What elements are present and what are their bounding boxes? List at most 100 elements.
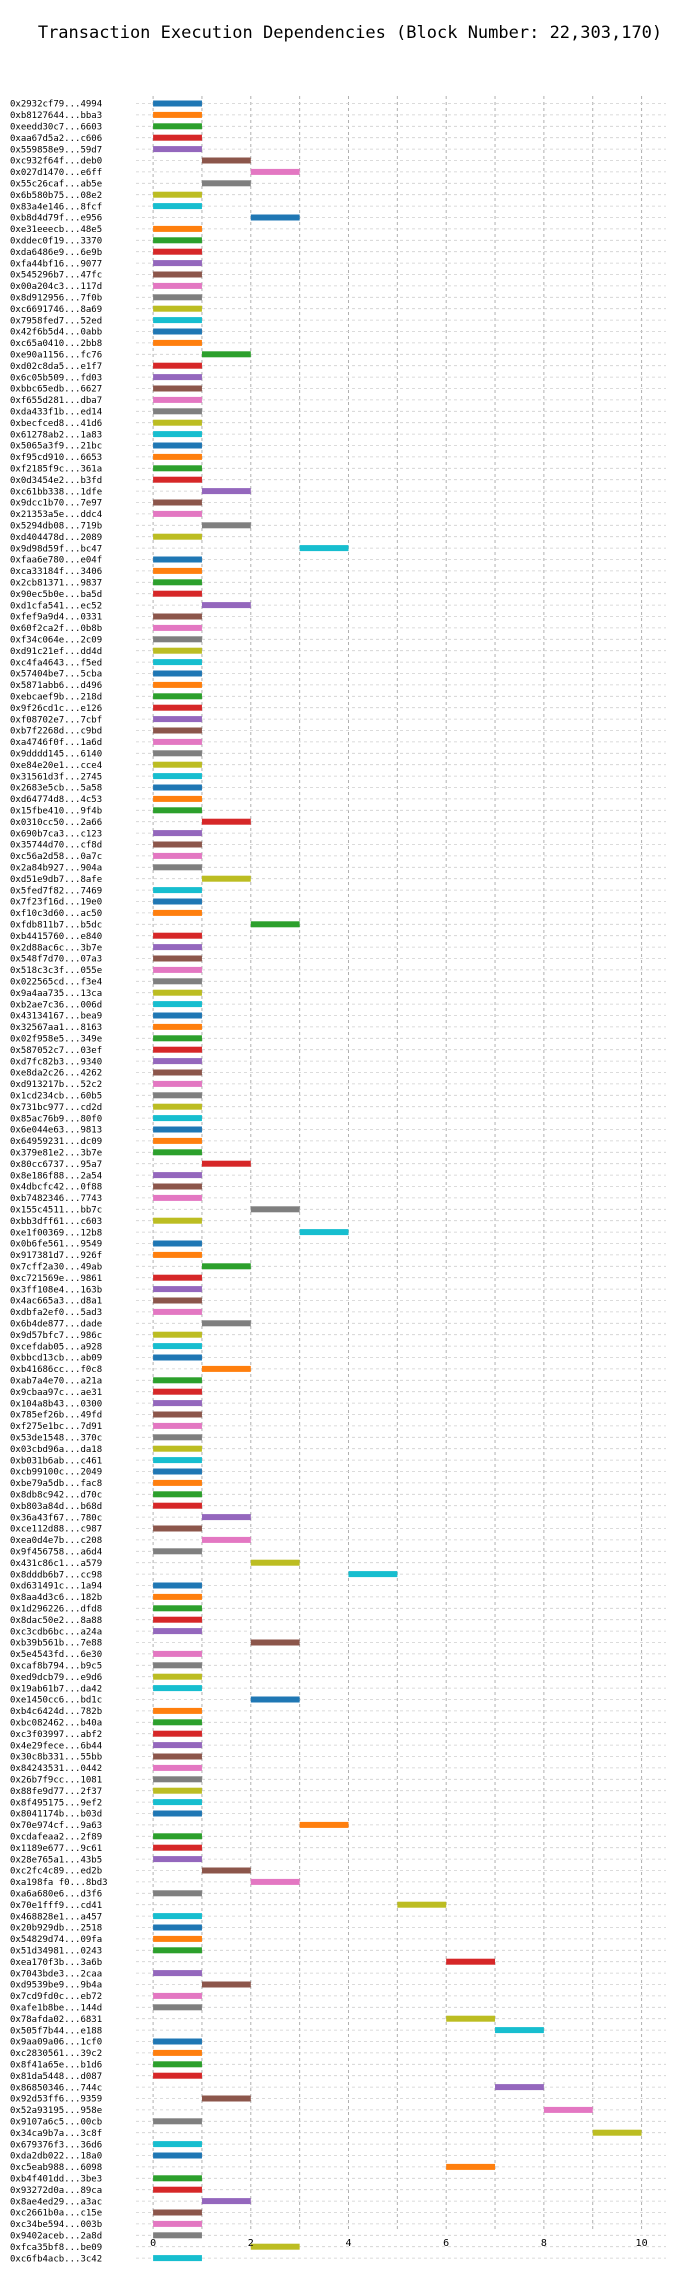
y-tick-label: 0xa198fa f0...8bd3: [10, 1878, 108, 1888]
y-tick-label: 0x31561d3f...2745: [10, 772, 102, 782]
bar: [153, 225, 202, 232]
bar: [153, 1548, 202, 1555]
bar: [201, 818, 251, 825]
y-tick-label: 0xda2db022...18a0: [10, 2152, 102, 2162]
y-tick-label: 0xc2661b0a...c15e: [10, 2209, 102, 2219]
y-tick-label: 0xd9539be9...9b4a: [10, 1981, 102, 1991]
bar: [153, 852, 202, 859]
y-tick-label: 0xaa67d5a2...c606: [10, 134, 102, 144]
y-tick-label: 0xc932f64f...deb0: [10, 157, 102, 167]
bar: [153, 1343, 202, 1350]
bar: [153, 1502, 202, 1509]
bar: [153, 1422, 202, 1429]
bar: [153, 305, 202, 312]
y-tick-label: 0xe31eeecb...48e5: [10, 225, 102, 235]
y-tick-label: 0xbbcd13cb...ab09: [10, 1354, 102, 1364]
y-tick-label: 0x55c26caf...ab5e: [10, 180, 102, 190]
bar: [201, 1514, 251, 1521]
y-tick-label: 0xc5eab988...6098: [10, 2163, 102, 2173]
bar: [153, 2232, 202, 2239]
y-tick-label: 0xd64774d8...4c53: [10, 795, 102, 805]
y-tick-label: 0xda433f1b...ed14: [10, 408, 102, 418]
bar: [153, 944, 202, 951]
y-tick-label: 0x6b580b75...08e2: [10, 191, 102, 201]
y-tick-label: 0xb4c6424d...782b: [10, 1707, 102, 1717]
bar: [153, 2049, 202, 2056]
y-tick-label: 0xc61bb338...1dfe: [10, 487, 102, 497]
y-tick-label: 0xea170f3b...3a6b: [10, 1958, 102, 1968]
y-tick-label: 0xd02c8da5...e1f7: [10, 362, 102, 372]
bar: [153, 134, 202, 141]
bar: [153, 146, 202, 153]
bar: [153, 1719, 202, 1726]
bar: [153, 271, 202, 278]
bar: [153, 864, 202, 871]
y-tick-label: 0x52a93195...958e: [10, 2106, 102, 2116]
bar: [153, 636, 202, 643]
bar: [153, 1012, 202, 1019]
y-tick-label: 0x0b6fe561...9549: [10, 1240, 102, 1250]
bar: [153, 1662, 202, 1669]
y-tick-label: 0xfca35bf8...be09: [10, 2243, 102, 2253]
y-tick-label: 0x0d3454e2...b3fd: [10, 476, 102, 486]
x-tick-label: 6: [443, 2238, 449, 2249]
bar: [201, 157, 251, 164]
y-tick-label: 0x61278ab2...1a83: [10, 430, 102, 440]
bar: [250, 921, 300, 928]
y-tick-label: 0x6b4de877...dade: [10, 1320, 102, 1330]
y-tick-label: 0x587052c7...03ef: [10, 1046, 102, 1056]
y-tick-label: 0xce112d88...c987: [10, 1525, 102, 1535]
y-tick-label: 0xc721569e...9861: [10, 1274, 102, 1284]
y-tick-label: 0xe1f00369...12b8: [10, 1228, 102, 1238]
bar: [153, 374, 202, 381]
y-tick-label: 0x70e974cf...9a63: [10, 1821, 102, 1831]
y-tick-label: 0x022565cd...f3e4: [10, 978, 102, 988]
bar: [153, 1799, 202, 1806]
y-tick-label: 0x104a8b43...0300: [10, 1399, 102, 1409]
y-tick-label: 0xdbfa2ef0...5ad3: [10, 1308, 102, 1318]
y-tick-label: 0xe84e20e1...cce4: [10, 761, 102, 771]
bar: [153, 898, 202, 905]
bar: [153, 1286, 202, 1293]
bar: [153, 1069, 202, 1076]
y-tick-label: 0xbbc65edb...6627: [10, 385, 102, 395]
bar: [153, 1388, 202, 1395]
bar: [153, 1457, 202, 1464]
bar: [153, 533, 202, 540]
y-tick-label: 0x9402aceb...2a8d: [10, 2232, 102, 2242]
bar: [201, 2198, 251, 2205]
bar: [153, 1970, 202, 1977]
bar: [153, 989, 202, 996]
bar: [153, 1035, 202, 1042]
bar: [153, 750, 202, 757]
y-tick-label: 0x9dddd145...6140: [10, 750, 102, 760]
y-tick-label: 0xed9dcb79...e9d6: [10, 1673, 102, 1683]
bar: [201, 488, 251, 495]
bar: [153, 1297, 202, 1304]
bar: [299, 1821, 349, 1828]
bar: [153, 2175, 202, 2182]
y-tick-label: 0x785ef26b...49fd: [10, 1411, 102, 1421]
y-tick-label: 0xcdafeaa2...2f89: [10, 1833, 102, 1843]
y-tick-label: 0xb8d4d79f...e956: [10, 214, 102, 224]
y-tick-label: 0x505f7b44...e188: [10, 2026, 102, 2036]
y-tick-label: 0xab7a4e70...a21a: [10, 1377, 102, 1387]
y-tick-label: 0xc2fc4c89...ed2b: [10, 1867, 102, 1877]
y-tick-label: 0x81da5448...d087: [10, 2072, 102, 2082]
bar: [153, 716, 202, 723]
bar: [153, 1092, 202, 1099]
bar: [250, 168, 300, 175]
bar: [153, 476, 202, 483]
y-tick-label: 0x8d912956...7f0b: [10, 294, 102, 304]
bar: [153, 499, 202, 506]
y-tick-label: 0x2d88ac6c...3b7e: [10, 943, 102, 953]
bar: [201, 351, 251, 358]
y-tick-label: 0x21353a5e...ddc4: [10, 510, 102, 520]
y-tick-label: 0x2a84b927...904a: [10, 864, 102, 874]
y-tick-label: 0xcb99100c...2049: [10, 1468, 102, 1478]
y-tick-label: 0x9cbaa97c...ae31: [10, 1388, 102, 1398]
bar: [201, 1981, 251, 1988]
bar: [201, 1160, 251, 1167]
bar: [153, 1377, 202, 1384]
bar: [201, 875, 251, 882]
